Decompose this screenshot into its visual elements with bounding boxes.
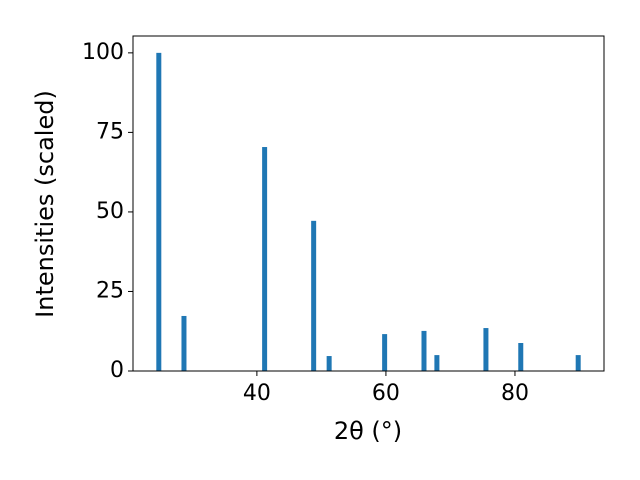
y-axis-label: Intensities (scaled): [31, 90, 59, 318]
bar: [421, 330, 427, 371]
bar: [156, 52, 162, 371]
y-tick-label: 0: [110, 358, 124, 383]
x-tick-label: 60: [372, 381, 400, 406]
bar: [262, 147, 268, 371]
bar: [434, 355, 440, 371]
y-tick-label: 25: [96, 278, 124, 303]
x-tick-label: 40: [243, 381, 271, 406]
bar: [382, 334, 388, 371]
plot-frame: [132, 35, 605, 372]
bar: [518, 343, 524, 371]
x-axis-label: 2θ (°): [334, 417, 402, 445]
bar: [575, 355, 581, 371]
bar: [181, 315, 187, 371]
bar: [483, 328, 489, 371]
bar: [326, 356, 332, 371]
bar: [311, 220, 317, 371]
y-tick-label: 100: [82, 40, 124, 65]
x-tick-label: 80: [501, 381, 529, 406]
y-tick-label: 75: [96, 119, 124, 144]
y-tick-label: 50: [96, 199, 124, 224]
